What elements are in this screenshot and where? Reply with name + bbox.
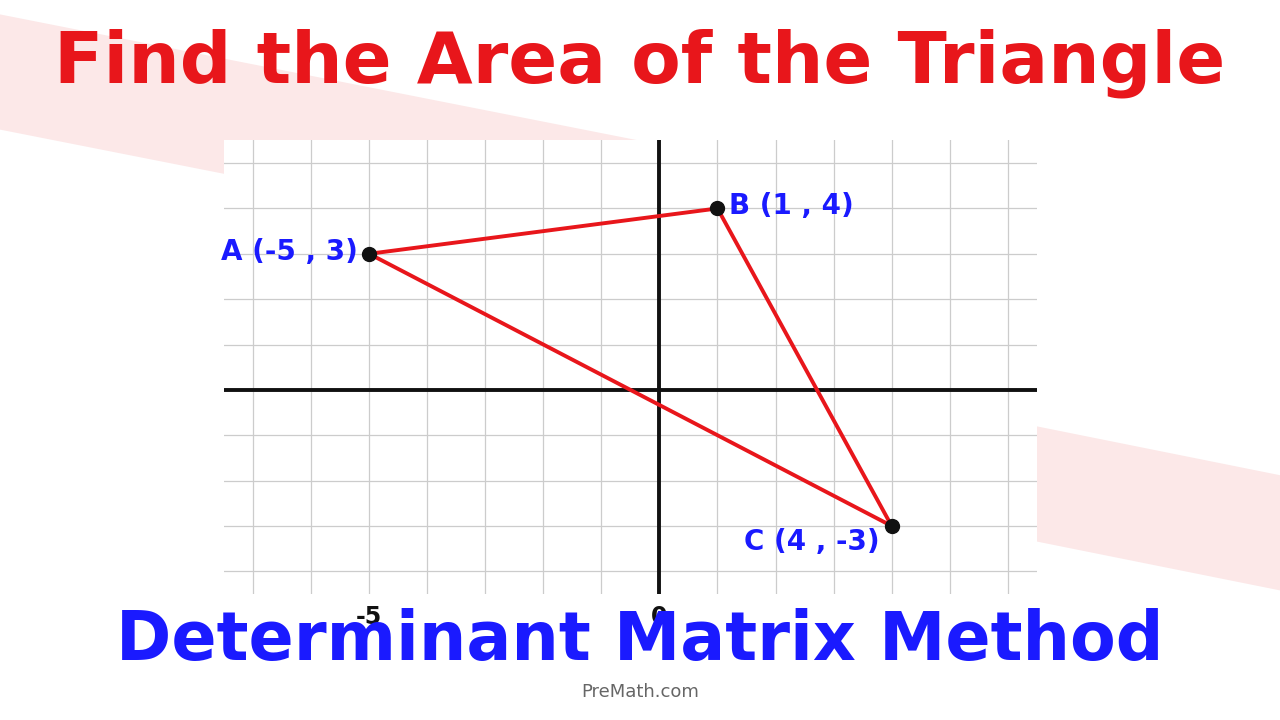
Text: PreMath.com: PreMath.com	[581, 683, 699, 701]
Text: Determinant Matrix Method: Determinant Matrix Method	[116, 608, 1164, 675]
Text: Find the Area of the Triangle: Find the Area of the Triangle	[54, 29, 1226, 99]
Point	[882, 520, 902, 531]
Text: B (1 , 4): B (1 , 4)	[730, 192, 854, 220]
Point	[708, 203, 728, 215]
Text: C (4 , -3): C (4 , -3)	[745, 528, 881, 557]
Point	[358, 248, 379, 260]
Text: A (-5 , 3): A (-5 , 3)	[220, 238, 357, 266]
